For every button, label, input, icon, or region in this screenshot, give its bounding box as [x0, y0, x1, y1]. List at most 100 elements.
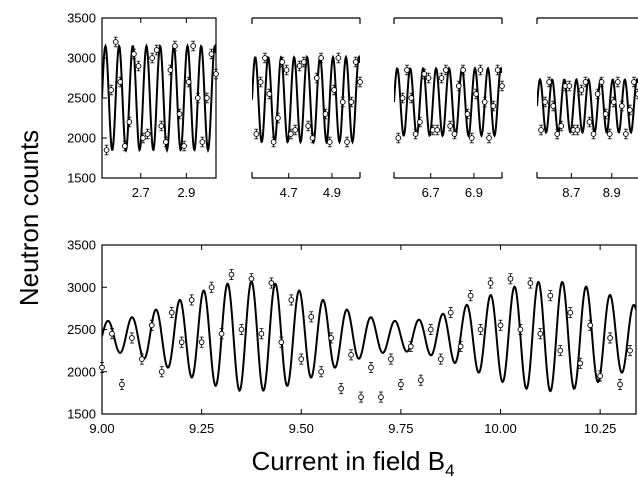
data-point [598, 76, 605, 88]
data-point [594, 88, 601, 100]
data-point [547, 290, 554, 302]
data-point [108, 84, 114, 96]
data-point [623, 128, 629, 140]
data-point [412, 128, 419, 140]
fit-curve [394, 66, 502, 138]
y-tick-label: 2000 [67, 131, 96, 146]
x-tick-label: 6.9 [465, 185, 483, 200]
data-point [427, 324, 434, 335]
y-tick-label: 3000 [67, 51, 96, 66]
data-point [112, 36, 119, 48]
data-point [398, 378, 404, 390]
data-point [185, 76, 192, 88]
data-point [408, 92, 415, 104]
data-point [181, 140, 187, 152]
data-point [300, 56, 307, 68]
data-point [352, 56, 359, 68]
data-point [614, 76, 621, 88]
y-tick-label: 1500 [67, 407, 96, 422]
data-point [481, 96, 488, 108]
data-point [162, 136, 169, 148]
data-point [266, 88, 273, 100]
y-tick-label: 2000 [67, 364, 96, 379]
data-point [586, 116, 593, 128]
data-point [253, 128, 260, 140]
data-point [477, 64, 484, 76]
data-point [288, 294, 295, 306]
data-point [358, 391, 364, 403]
x-axis-title-main: Current in field B [251, 446, 445, 476]
data-point [149, 52, 156, 64]
y-tick-label: 3500 [67, 11, 96, 26]
data-point [308, 311, 315, 323]
y-tick-label: 2500 [67, 91, 96, 106]
data-point [602, 108, 609, 120]
panel-top-3: 6.7 6.9 [393, 17, 505, 200]
data-point [257, 76, 264, 88]
data-point [434, 124, 441, 136]
data-point [153, 44, 160, 56]
data-point [131, 48, 137, 60]
x-tick-label: 9.25 [189, 421, 214, 436]
data-point [417, 374, 424, 386]
data-point [404, 64, 410, 76]
x-tick-label: 2.9 [177, 185, 195, 200]
data-point [140, 132, 146, 144]
data-point [499, 80, 505, 92]
data-point [322, 108, 329, 120]
data-point [417, 116, 423, 128]
data-point [172, 40, 178, 52]
data-point [109, 328, 115, 340]
y-axis-title: Neutron counts [14, 130, 44, 306]
data-point [344, 136, 350, 148]
x-tick-label: 10.00 [484, 421, 517, 436]
data-point [550, 100, 557, 112]
x-tick-label: 8.7 [562, 185, 580, 200]
data-point [421, 68, 428, 80]
data-point [139, 353, 145, 365]
data-point [262, 52, 268, 64]
data-point [574, 124, 581, 136]
data-point [610, 96, 617, 108]
data-point [335, 52, 342, 64]
data-point [388, 353, 394, 365]
chart-panels: 1500 2000 2500 3000 3500 2.7 2.9 4.7 4.9 6.7 6.9 8.… [67, 11, 638, 436]
data-point [258, 328, 265, 340]
y-tick-label: 3000 [67, 280, 96, 295]
data-point [631, 76, 637, 88]
data-point [283, 64, 290, 76]
data-point [473, 88, 479, 100]
data-point [517, 324, 524, 335]
data-point [204, 92, 210, 104]
data-point [582, 76, 589, 88]
data-point [328, 332, 334, 344]
panel-bottom: 1500 2000 2500 3000 3500 9.00 9.25 9.50 9.75 10.0… [67, 238, 637, 436]
data-point [126, 116, 133, 128]
data-point [438, 72, 445, 84]
data-point [566, 80, 573, 92]
data-point [176, 108, 183, 120]
data-point [486, 132, 492, 144]
data-point [460, 64, 466, 76]
data-point [135, 60, 142, 72]
data-point [477, 324, 484, 335]
data-point [378, 391, 384, 403]
data-point [606, 128, 613, 140]
data-point [607, 332, 613, 344]
data-point [208, 48, 215, 60]
data-point [538, 124, 544, 136]
data-point [309, 132, 316, 144]
data-point [158, 120, 165, 132]
data-point [268, 277, 275, 289]
data-point [208, 281, 215, 293]
data-point [99, 362, 105, 373]
panel-top-1: 1500 2000 2500 3000 3500 2.7 2.9 [67, 11, 219, 200]
data-point [557, 345, 564, 357]
data-point [213, 68, 219, 80]
panel-top-2: 4.7 4.9 [251, 17, 363, 200]
panel-top-4: 8.7 8.9 [536, 17, 638, 200]
data-point [451, 128, 458, 140]
data-point [407, 340, 414, 352]
data-point [447, 120, 454, 132]
